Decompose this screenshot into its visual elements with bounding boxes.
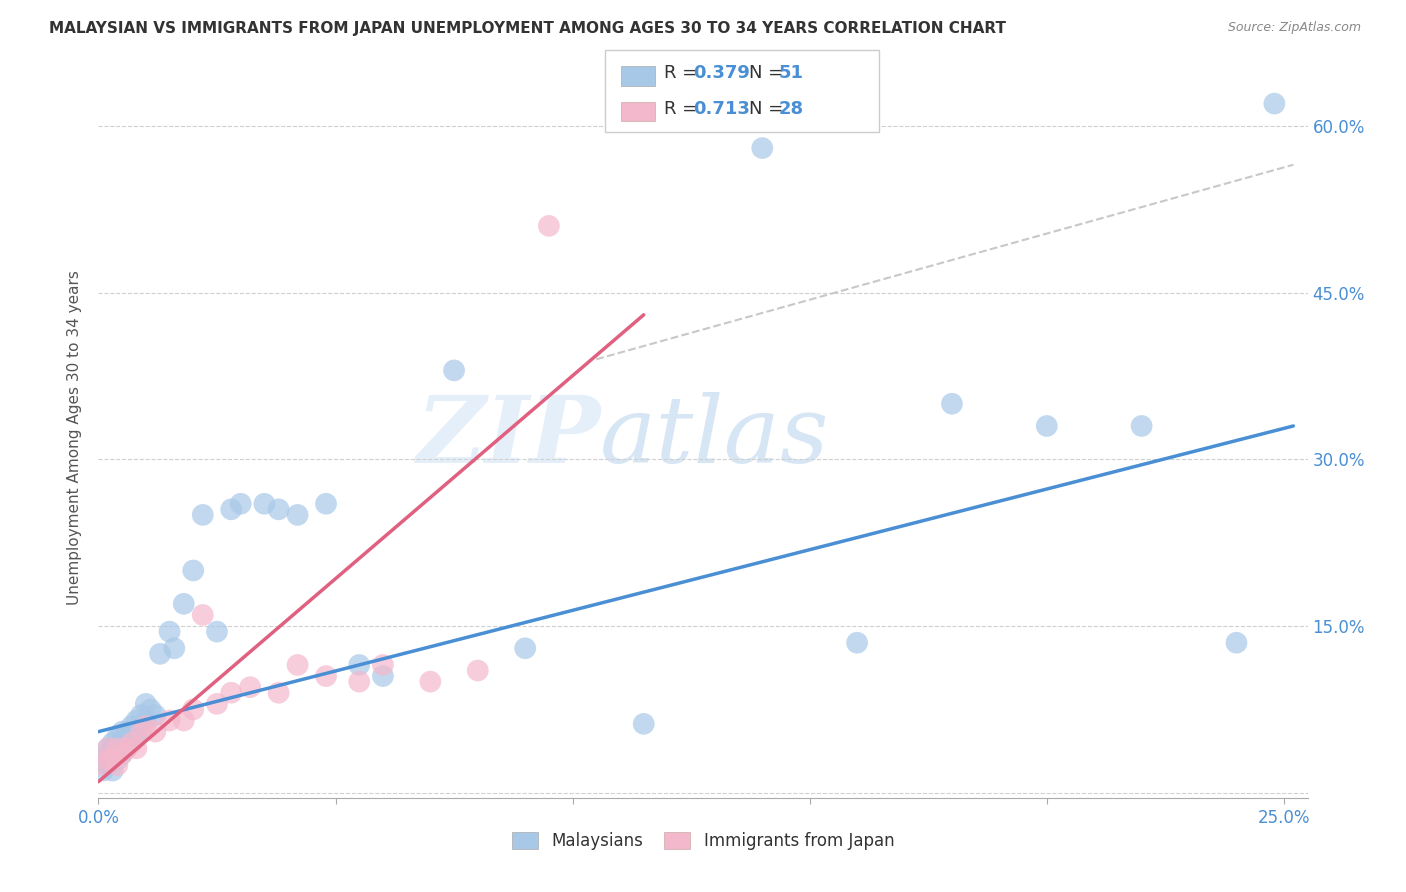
Y-axis label: Unemployment Among Ages 30 to 34 years: Unemployment Among Ages 30 to 34 years bbox=[67, 269, 83, 605]
Text: N =: N = bbox=[749, 64, 789, 82]
Ellipse shape bbox=[287, 504, 308, 525]
Ellipse shape bbox=[101, 748, 124, 771]
Ellipse shape bbox=[751, 137, 773, 159]
Ellipse shape bbox=[135, 693, 156, 714]
Ellipse shape bbox=[111, 732, 134, 754]
Ellipse shape bbox=[93, 754, 114, 776]
Legend: Malaysians, Immigrants from Japan: Malaysians, Immigrants from Japan bbox=[505, 825, 901, 856]
Ellipse shape bbox=[93, 748, 114, 771]
Ellipse shape bbox=[239, 676, 262, 698]
Ellipse shape bbox=[173, 710, 194, 731]
Ellipse shape bbox=[1264, 93, 1285, 114]
Ellipse shape bbox=[191, 504, 214, 525]
Ellipse shape bbox=[1226, 632, 1247, 654]
Ellipse shape bbox=[173, 593, 194, 615]
Ellipse shape bbox=[349, 671, 370, 692]
Text: R =: R = bbox=[664, 100, 703, 118]
Ellipse shape bbox=[633, 713, 655, 735]
Text: Source: ZipAtlas.com: Source: ZipAtlas.com bbox=[1227, 21, 1361, 34]
Ellipse shape bbox=[111, 743, 134, 764]
Ellipse shape bbox=[125, 726, 148, 748]
Text: ZIP: ZIP bbox=[416, 392, 600, 482]
Ellipse shape bbox=[145, 721, 166, 742]
Ellipse shape bbox=[287, 654, 308, 676]
Ellipse shape bbox=[538, 215, 560, 236]
Ellipse shape bbox=[115, 721, 138, 742]
Ellipse shape bbox=[107, 726, 128, 748]
Ellipse shape bbox=[191, 604, 214, 626]
Ellipse shape bbox=[419, 671, 441, 692]
Ellipse shape bbox=[515, 638, 536, 659]
Ellipse shape bbox=[1130, 415, 1153, 437]
Ellipse shape bbox=[111, 743, 134, 764]
Ellipse shape bbox=[101, 760, 124, 781]
Ellipse shape bbox=[139, 698, 162, 720]
Ellipse shape bbox=[846, 632, 868, 654]
Ellipse shape bbox=[125, 738, 148, 759]
Ellipse shape bbox=[131, 721, 152, 742]
Ellipse shape bbox=[97, 738, 118, 759]
Ellipse shape bbox=[131, 721, 152, 742]
Ellipse shape bbox=[135, 710, 156, 731]
Ellipse shape bbox=[97, 743, 118, 764]
Ellipse shape bbox=[253, 493, 276, 515]
Ellipse shape bbox=[163, 638, 186, 659]
Ellipse shape bbox=[131, 704, 152, 726]
Ellipse shape bbox=[107, 748, 128, 771]
Ellipse shape bbox=[115, 738, 138, 759]
Ellipse shape bbox=[315, 493, 337, 515]
Ellipse shape bbox=[159, 710, 180, 731]
Text: 0.713: 0.713 bbox=[693, 100, 749, 118]
Ellipse shape bbox=[1036, 415, 1057, 437]
Ellipse shape bbox=[121, 732, 142, 754]
Ellipse shape bbox=[101, 748, 124, 771]
Ellipse shape bbox=[97, 754, 118, 776]
Ellipse shape bbox=[145, 704, 166, 726]
Ellipse shape bbox=[125, 710, 148, 731]
Ellipse shape bbox=[121, 715, 142, 737]
Ellipse shape bbox=[349, 654, 370, 676]
Ellipse shape bbox=[229, 493, 252, 515]
Ellipse shape bbox=[221, 499, 242, 520]
Ellipse shape bbox=[107, 738, 128, 759]
Text: MALAYSIAN VS IMMIGRANTS FROM JAPAN UNEMPLOYMENT AMONG AGES 30 TO 34 YEARS CORREL: MALAYSIAN VS IMMIGRANTS FROM JAPAN UNEMP… bbox=[49, 21, 1007, 36]
Ellipse shape bbox=[315, 665, 337, 687]
Ellipse shape bbox=[111, 721, 134, 742]
Ellipse shape bbox=[267, 681, 290, 704]
Ellipse shape bbox=[97, 748, 118, 771]
Ellipse shape bbox=[183, 698, 204, 720]
Text: 28: 28 bbox=[779, 100, 804, 118]
Text: 51: 51 bbox=[779, 64, 804, 82]
Ellipse shape bbox=[107, 754, 128, 776]
Ellipse shape bbox=[941, 392, 963, 415]
Ellipse shape bbox=[467, 660, 489, 681]
Ellipse shape bbox=[221, 681, 242, 704]
Ellipse shape bbox=[101, 732, 124, 754]
Text: atlas: atlas bbox=[600, 392, 830, 482]
Ellipse shape bbox=[443, 359, 465, 381]
Ellipse shape bbox=[373, 665, 394, 687]
Text: R =: R = bbox=[664, 64, 703, 82]
Ellipse shape bbox=[97, 738, 118, 759]
Text: 0.379: 0.379 bbox=[693, 64, 749, 82]
Ellipse shape bbox=[183, 559, 204, 582]
Ellipse shape bbox=[149, 643, 172, 665]
Ellipse shape bbox=[121, 732, 142, 754]
Ellipse shape bbox=[107, 738, 128, 759]
Ellipse shape bbox=[267, 499, 290, 520]
Ellipse shape bbox=[135, 715, 156, 737]
Text: N =: N = bbox=[749, 100, 789, 118]
Ellipse shape bbox=[115, 738, 138, 759]
Ellipse shape bbox=[373, 654, 394, 676]
Ellipse shape bbox=[207, 621, 228, 642]
Ellipse shape bbox=[93, 760, 114, 781]
Ellipse shape bbox=[159, 621, 180, 642]
Ellipse shape bbox=[207, 693, 228, 714]
